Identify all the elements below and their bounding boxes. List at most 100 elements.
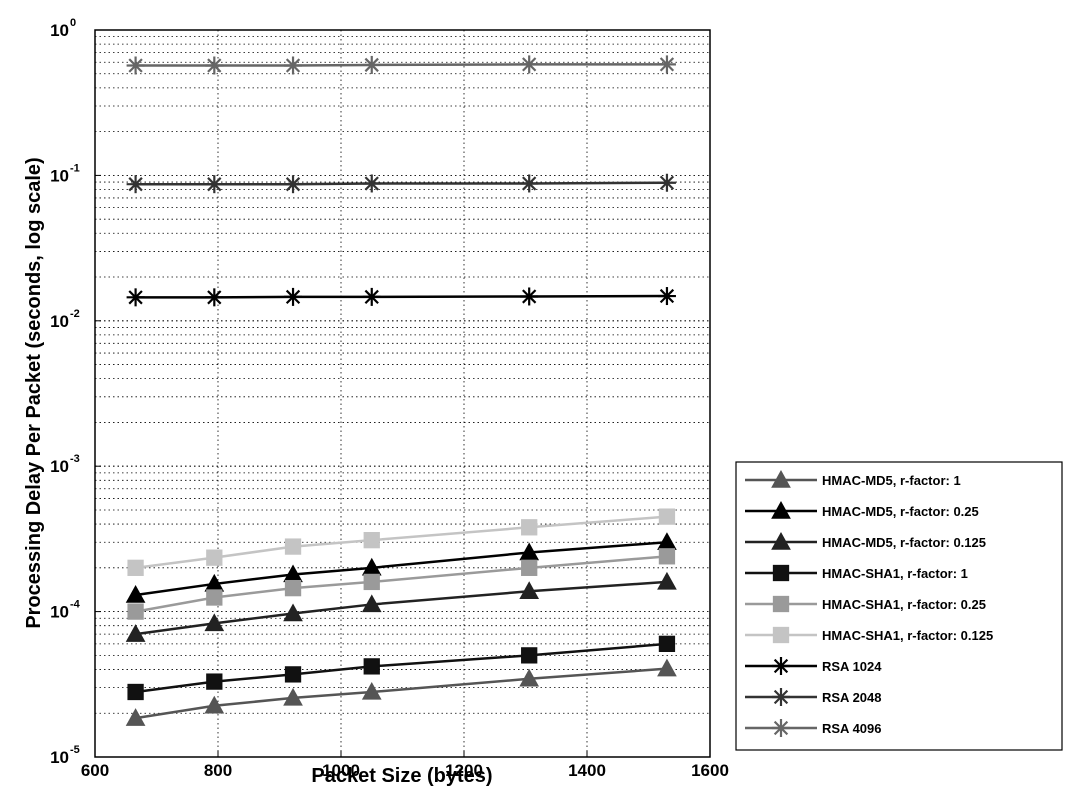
asterisk-marker	[362, 174, 381, 193]
square-marker	[127, 559, 144, 576]
series-3	[125, 571, 677, 642]
y-tick-exponent: -5	[70, 744, 80, 756]
series-6	[127, 508, 676, 576]
series-line	[135, 181, 667, 186]
x-tick-label: 800	[204, 761, 232, 780]
square-marker	[772, 626, 790, 644]
series-line	[135, 540, 668, 597]
y-tick-label: 10	[50, 457, 69, 476]
triangle-marker	[204, 613, 225, 632]
asterisk-marker	[362, 55, 381, 74]
axis-ticks: 600 800 1000 1200 1400 160010-510-410-310-210…	[50, 17, 729, 780]
square-marker	[363, 658, 380, 675]
asterisk-marker	[772, 719, 790, 737]
asterisk-marker	[284, 56, 303, 75]
asterisk-marker	[126, 288, 145, 307]
triangle-marker	[125, 585, 146, 603]
asterisk-marker	[362, 287, 381, 306]
triangle-marker	[657, 532, 677, 550]
triangle-marker	[283, 687, 303, 706]
y-tick-label: 10	[50, 21, 69, 40]
x-tick-label: 1000	[322, 761, 360, 780]
legend-label: RSA 2048	[822, 690, 882, 705]
asterisk-marker	[772, 657, 790, 675]
x-tick-label: 1600	[691, 761, 729, 780]
legend-entry: RSA 1024	[745, 657, 882, 675]
triangle-marker	[657, 658, 677, 677]
y-tick-label: 10	[50, 603, 69, 622]
triangle-marker	[361, 681, 382, 700]
y-tick-label: 10	[50, 748, 69, 767]
asterisk-marker	[657, 287, 676, 306]
square-marker	[284, 538, 302, 555]
legend-entry: RSA 2048	[745, 688, 882, 706]
legend-label: HMAC-SHA1, r-factor: 1	[822, 566, 968, 581]
asterisk-marker	[520, 55, 539, 74]
triangle-marker	[519, 668, 540, 687]
legend-entry: HMAC-SHA1, r-factor: 0.125	[745, 626, 993, 644]
asterisk-marker	[657, 173, 676, 192]
series-line	[135, 555, 668, 613]
legend-label: RSA 1024	[822, 659, 882, 674]
x-tick-label: 1400	[568, 761, 606, 780]
series-1	[125, 658, 677, 726]
series-line	[135, 580, 668, 636]
y-axis-label: Processing Delay Per Packet (seconds, lo…	[23, 157, 45, 628]
square-marker	[284, 579, 302, 597]
legend-entry: HMAC-MD5, r-factor: 0.25	[745, 500, 979, 519]
asterisk-marker	[126, 175, 145, 194]
square-marker	[206, 589, 223, 606]
square-marker	[658, 508, 676, 525]
triangle-marker	[361, 594, 382, 613]
square-marker	[658, 635, 676, 653]
y-tick-exponent: -4	[70, 599, 81, 611]
asterisk-marker	[126, 56, 145, 75]
square-marker	[658, 548, 676, 565]
legend-label: HMAC-MD5, r-factor: 1	[822, 473, 961, 488]
square-marker	[521, 519, 538, 536]
asterisk-marker	[284, 175, 303, 194]
plot-frame	[94, 29, 711, 758]
legend-label: HMAC-MD5, r-factor: 0.25	[822, 504, 979, 519]
triangle-marker	[204, 695, 225, 714]
legend-label: HMAC-MD5, r-factor: 0.125	[822, 535, 986, 550]
legend-label: HMAC-SHA1, r-factor: 0.125	[822, 628, 993, 643]
asterisk-marker	[205, 175, 224, 194]
x-tick-label: 600	[81, 761, 109, 780]
series-2	[125, 532, 677, 603]
square-marker	[127, 683, 144, 701]
y-tick-exponent: -3	[70, 453, 80, 465]
asterisk-marker	[205, 56, 224, 75]
legend-entry: HMAC-MD5, r-factor: 0.125	[745, 531, 986, 550]
legend-label: HMAC-SHA1, r-factor: 0.25	[822, 597, 986, 612]
asterisk-marker	[772, 688, 790, 706]
legend-entry: HMAC-SHA1, r-factor: 0.25	[745, 595, 986, 613]
square-marker	[127, 603, 144, 620]
y-tick-label: 10	[50, 166, 69, 185]
square-marker	[363, 532, 380, 549]
x-axis-label: Packet Size (bytes)	[311, 765, 492, 787]
square-marker	[521, 647, 538, 664]
series-8	[126, 173, 676, 194]
triangle-marker	[771, 469, 791, 488]
y-tick-exponent: -2	[70, 308, 80, 320]
asterisk-marker	[520, 174, 539, 193]
triangle-marker	[657, 571, 677, 590]
legend-entry: HMAC-SHA1, r-factor: 1	[745, 564, 968, 582]
series-line	[135, 642, 668, 694]
asterisk-marker	[657, 55, 676, 74]
legend-entry: HMAC-MD5, r-factor: 1	[745, 469, 961, 488]
plot-series	[125, 55, 677, 726]
square-marker	[363, 573, 380, 591]
triangle-marker	[125, 624, 146, 642]
y-tick-label: 10	[50, 312, 69, 331]
triangle-marker	[771, 500, 791, 519]
y-tick-exponent: 0	[70, 17, 76, 29]
square-marker	[772, 564, 790, 582]
series-4	[127, 635, 676, 701]
square-marker	[206, 549, 223, 566]
square-marker	[521, 559, 538, 576]
legend-label: RSA 4096	[822, 721, 882, 736]
series-7	[126, 287, 676, 307]
square-marker	[284, 666, 302, 683]
